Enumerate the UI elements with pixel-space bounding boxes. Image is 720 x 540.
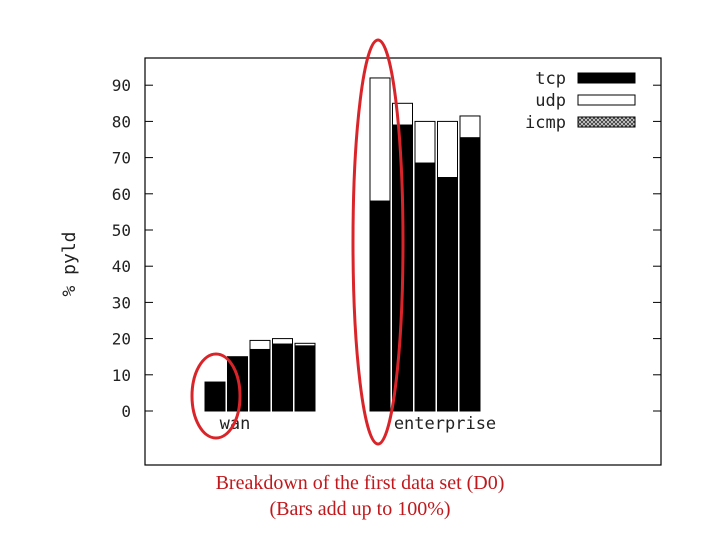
enterprise-highlight-ellipse: [351, 38, 405, 446]
y-tick-label: 90: [112, 76, 131, 95]
bar-tcp-segment: [294, 345, 316, 412]
bars-layer: [204, 77, 481, 412]
bar-udp-segment: [437, 120, 458, 179]
y-tick-label: 60: [112, 185, 131, 204]
y-axis: 0 10 20 30 40 50 60 70 80 90: [112, 76, 661, 421]
y-tick-label: 50: [112, 221, 131, 240]
y-tick-label: 40: [112, 257, 131, 276]
bar-tcp-segment: [414, 162, 436, 412]
y-tick-label: 30: [112, 293, 131, 312]
y-axis-label: % pyld: [59, 231, 80, 296]
caption-line-2: (Bars add up to 100%): [269, 498, 451, 520]
y-tick-label: 80: [112, 112, 131, 131]
bar-udp-segment: [369, 77, 391, 202]
bar-udp-segment: [294, 342, 316, 347]
legend-label-icmp: icmp: [525, 113, 566, 133]
bar-udp-segment: [249, 339, 271, 350]
legend-swatch-tcp: [577, 72, 636, 84]
y-tick-label: 0: [121, 402, 131, 421]
bar-tcp-segment: [272, 343, 293, 412]
bar-tcp-segment: [204, 381, 226, 412]
legend-swatch-icmp: [577, 116, 636, 128]
bar-tcp-segment: [459, 137, 481, 412]
wan-highlight-ellipse: [190, 352, 242, 440]
caption-line-1: Breakdown of the first data set (D0): [215, 472, 505, 494]
highlight-ellipses: [190, 38, 405, 446]
bar-udp-segment: [414, 120, 436, 164]
legend-label-udp: udp: [535, 91, 566, 111]
y-tick-label: 20: [112, 330, 131, 349]
plot-frame: [144, 57, 662, 466]
bar-tcp-segment: [437, 177, 458, 412]
x-axis-category-labels: wan enterprise: [220, 414, 497, 434]
y-tick-label: 70: [112, 149, 131, 168]
legend-swatch-udp: [577, 94, 636, 106]
legend-label-tcp: tcp: [535, 69, 566, 89]
category-label: enterprise: [394, 414, 496, 434]
y-tick-label: 10: [112, 366, 131, 385]
bar-tcp-segment: [369, 200, 391, 412]
bar-tcp-segment: [249, 348, 271, 412]
bar-udp-segment: [272, 338, 293, 345]
bar-udp-segment: [459, 115, 481, 139]
chart-caption: Breakdown of the first data set (D0) (Ba…: [0, 470, 720, 522]
